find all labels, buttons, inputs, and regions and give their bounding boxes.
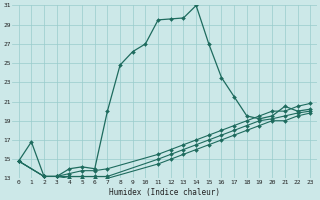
X-axis label: Humidex (Indice chaleur): Humidex (Indice chaleur) [109, 188, 220, 197]
